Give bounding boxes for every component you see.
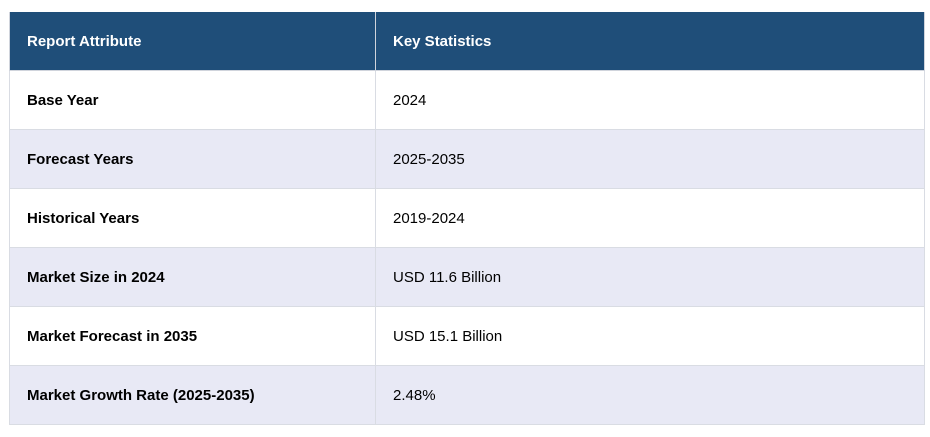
row-attribute-cell: Market Growth Rate (2025-2035)	[9, 365, 376, 425]
header-row: Report Attribute Key Statistics	[9, 12, 925, 71]
column-header-key-statistics: Key Statistics	[375, 12, 925, 71]
row-attribute-cell: Historical Years	[9, 188, 376, 248]
table-row: Forecast Years 2025-2035	[9, 129, 925, 189]
table-body: Base Year 2024 Forecast Years 2025-2035 …	[9, 70, 925, 425]
row-value-cell: 2025-2035	[375, 129, 925, 189]
table-row: Market Size in 2024 USD 11.6 Billion	[9, 247, 925, 307]
report-statistics-table: Report Attribute Key Statistics Base Yea…	[9, 12, 925, 425]
row-value-cell: 2024	[375, 70, 925, 130]
table-row: Market Forecast in 2035 USD 15.1 Billion	[9, 306, 925, 366]
row-value-cell: 2.48%	[375, 365, 925, 425]
table-header: Report Attribute Key Statistics	[9, 12, 925, 71]
row-value-cell: USD 15.1 Billion	[375, 306, 925, 366]
row-value-cell: 2019-2024	[375, 188, 925, 248]
report-statistics-table-container: Report Attribute Key Statistics Base Yea…	[9, 12, 925, 425]
row-attribute-cell: Base Year	[9, 70, 376, 130]
row-attribute-cell: Market Forecast in 2035	[9, 306, 376, 366]
table-row: Base Year 2024	[9, 70, 925, 130]
table-row: Market Growth Rate (2025-2035) 2.48%	[9, 365, 925, 425]
row-value-cell: USD 11.6 Billion	[375, 247, 925, 307]
table-row: Historical Years 2019-2024	[9, 188, 925, 248]
row-attribute-cell: Market Size in 2024	[9, 247, 376, 307]
column-header-report-attribute: Report Attribute	[9, 12, 376, 71]
row-attribute-cell: Forecast Years	[9, 129, 376, 189]
